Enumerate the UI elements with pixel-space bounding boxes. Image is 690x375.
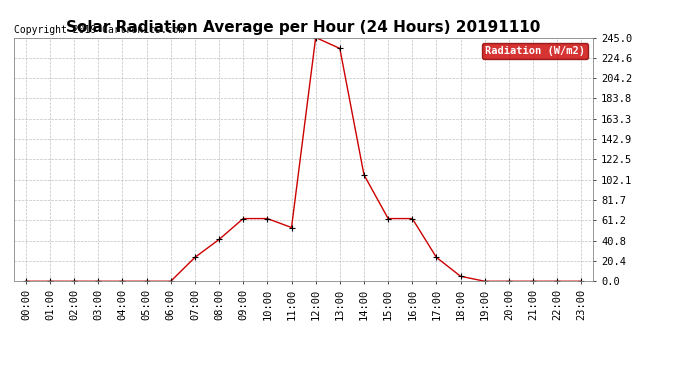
Legend: Radiation (W/m2): Radiation (W/m2) <box>482 43 588 59</box>
Text: Copyright 2019 Cartronics.com: Copyright 2019 Cartronics.com <box>14 25 184 35</box>
Title: Solar Radiation Average per Hour (24 Hours) 20191110: Solar Radiation Average per Hour (24 Hou… <box>66 20 541 35</box>
